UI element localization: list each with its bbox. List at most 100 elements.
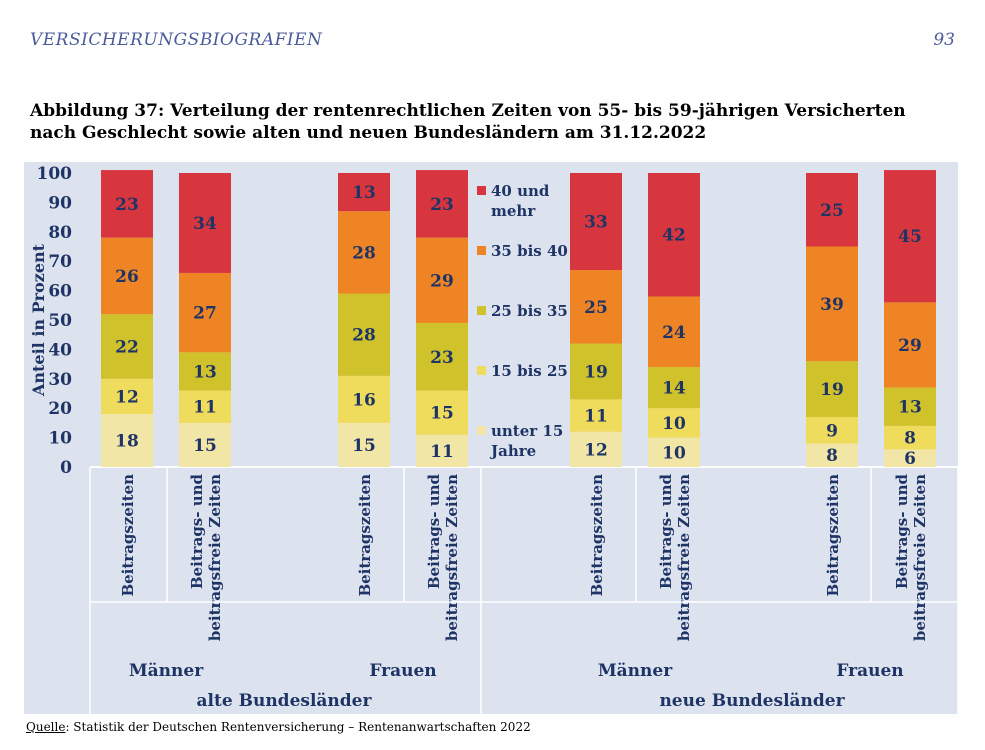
chart-area: 0 10 20 30 40 50 60 70 80 90 100 Anteil in Prozent 1… (24, 162, 959, 714)
data-label: 13 (193, 362, 217, 382)
data-label: 45 (898, 227, 922, 247)
legend-swatch (477, 366, 486, 375)
data-label: 42 (662, 226, 686, 246)
data-label: 11 (430, 442, 454, 462)
data-label: 34 (193, 214, 217, 234)
data-label: 11 (584, 407, 608, 427)
bar-segment (884, 425, 936, 450)
x-category-label: Beitrags- und (188, 473, 206, 589)
x-category-label: Beitragszeiten (824, 474, 842, 597)
y-axis-title: Anteil in Prozent (29, 243, 48, 397)
bar-segment (179, 173, 231, 273)
data-label: 10 (662, 443, 686, 463)
bar-segment (416, 237, 468, 323)
data-label: 13 (898, 398, 922, 418)
legend-label: 15 bis 25 (491, 362, 568, 380)
x-category-label: Beitragszeiten (356, 474, 374, 597)
legend-label: mehr (491, 202, 536, 220)
legend-label: Jahre (489, 442, 536, 460)
bar-segment (570, 431, 622, 467)
gender-group-label: Männer (598, 661, 673, 681)
x-category-label: Beitrags- und (893, 473, 911, 589)
legend-swatch (477, 306, 486, 315)
data-label: 11 (193, 398, 217, 418)
bar-segment (806, 417, 858, 444)
gender-group-label: Frauen (369, 661, 436, 681)
bar-segment (648, 437, 700, 467)
gender-group-label: Männer (129, 661, 204, 681)
bar-segment (806, 443, 858, 467)
bar-segment (101, 378, 153, 415)
bar-segment (338, 422, 390, 467)
data-label: 18 (115, 432, 139, 452)
data-label: 12 (584, 440, 608, 460)
legend-label: 40 und (491, 182, 550, 200)
gender-group-label: Frauen (836, 661, 903, 681)
data-label: 29 (430, 271, 454, 291)
region-group-label: neue Bundesländer (659, 691, 845, 711)
y-tick-label: 20 (48, 399, 72, 419)
data-label: 15 (193, 436, 217, 456)
page-number: 93 (933, 30, 955, 50)
x-category-label: Beitrags- und (425, 473, 443, 589)
data-label: 25 (820, 201, 844, 221)
data-label: 19 (584, 362, 608, 382)
y-tick-label: 50 (48, 311, 72, 331)
x-category-label: Beitragszeiten (588, 474, 606, 597)
bar-segment (416, 434, 468, 467)
bar-segment (884, 302, 936, 388)
data-label: 15 (430, 404, 454, 424)
data-label: 10 (662, 414, 686, 434)
data-label: 28 (352, 243, 376, 263)
bar-segment (179, 352, 231, 391)
figure-title: Abbildung 37: Verteilung der rentenrecht… (30, 100, 960, 144)
data-label: 33 (584, 213, 608, 233)
bar-segment (338, 173, 390, 212)
y-tick-label: 0 (60, 458, 72, 478)
legend-swatch (477, 426, 486, 435)
bar-segment (179, 390, 231, 423)
data-label: 25 (584, 298, 608, 318)
x-category-label: Beitragszeiten (119, 474, 137, 597)
x-category-label: Beitrags- und (657, 473, 675, 589)
data-label: 24 (662, 323, 686, 343)
legend-swatch (477, 186, 486, 195)
data-label: 13 (352, 183, 376, 203)
legend-swatch (477, 246, 486, 255)
legend-label: 25 bis 35 (491, 302, 568, 320)
data-label: 14 (662, 379, 686, 399)
y-tick-label: 70 (48, 252, 72, 272)
data-label: 23 (115, 195, 139, 215)
data-label: 22 (115, 337, 139, 357)
bar-segment (648, 173, 700, 297)
data-label: 6 (904, 449, 916, 469)
data-label: 15 (352, 436, 376, 456)
y-tick-label: 90 (48, 193, 72, 213)
data-label: 8 (904, 429, 916, 449)
data-label: 23 (430, 348, 454, 368)
bar-segment (416, 390, 468, 435)
data-label: 16 (352, 390, 376, 410)
data-label: 39 (820, 295, 844, 315)
stacked-bar-chart: 0 10 20 30 40 50 60 70 80 90 100 Anteil in Prozent 1… (29, 164, 959, 714)
bar-segment (570, 343, 622, 400)
bar-segment (648, 408, 700, 438)
bar-segment (101, 314, 153, 379)
data-label: 19 (820, 380, 844, 400)
y-tick-label: 80 (48, 223, 72, 243)
data-label: 26 (115, 267, 139, 287)
y-tick-label: 40 (48, 340, 72, 360)
y-tick-label: 100 (37, 164, 73, 184)
x-category-label: beitragsfreie Zeiten (443, 474, 461, 641)
bar-segment (570, 270, 622, 344)
data-label: 29 (898, 336, 922, 356)
data-label: 27 (193, 304, 217, 324)
figure-title-line-2: nach Geschlecht sowie alten und neuen Bu… (30, 123, 707, 143)
bar-segment (884, 387, 936, 426)
bar-segment (806, 246, 858, 362)
bar-segment (806, 173, 858, 247)
bar-segment (101, 414, 153, 467)
bar-segment (338, 293, 390, 376)
bar-segment (884, 449, 936, 467)
source-note: Quelle: Statistik der Deutschen Rentenve… (26, 720, 531, 734)
